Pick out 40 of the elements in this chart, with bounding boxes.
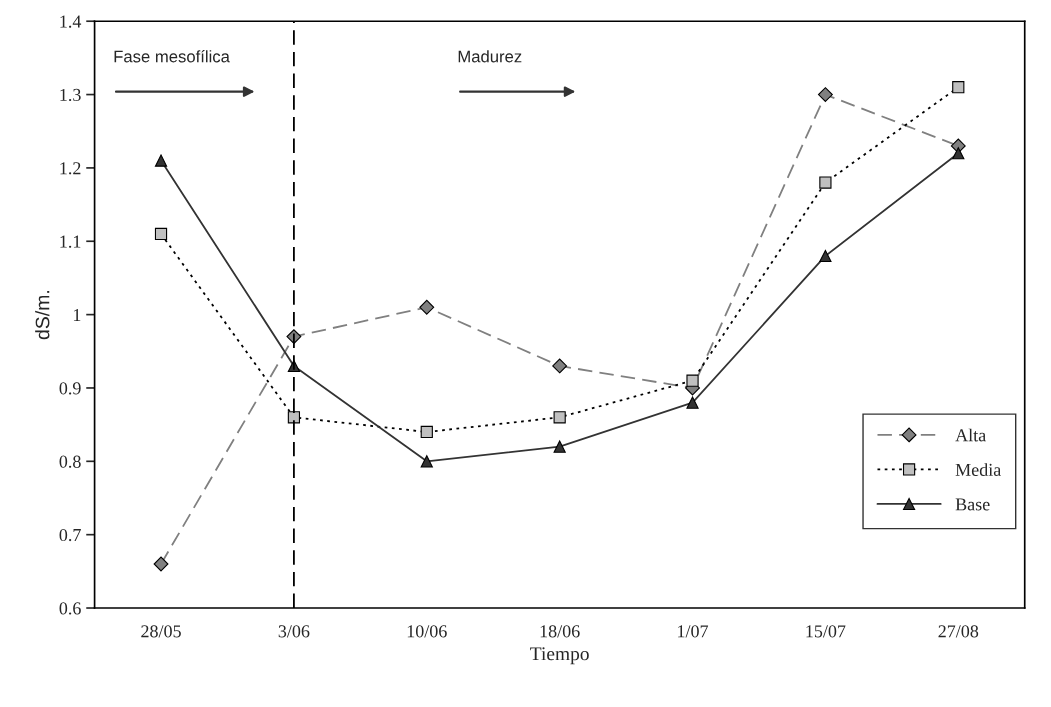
- legend-label: Base: [955, 498, 990, 511]
- point: [686, 374, 699, 387]
- y-tick-label: 1.3: [60, 88, 81, 102]
- y-tick-label: 0.6: [59, 602, 81, 615]
- point: [154, 154, 168, 167]
- legend-label: Alta: [955, 428, 986, 442]
- point: [287, 411, 301, 424]
- point: [817, 87, 833, 102]
- y-tick-label: 0.8: [59, 455, 81, 468]
- point: [819, 176, 832, 189]
- y-tick-label: 1.4: [60, 15, 82, 28]
- y-axis-title: dS/m.: [35, 291, 50, 340]
- point: [553, 440, 566, 453]
- point: [553, 411, 566, 424]
- point: [686, 396, 699, 409]
- point: [154, 227, 168, 241]
- y-tick-label: 0.9: [59, 382, 81, 395]
- x-tick-label: 18/06: [540, 625, 580, 638]
- y-tick-label: 1: [73, 308, 81, 321]
- x-tick-label: 3/06: [278, 625, 310, 638]
- y-tick-label: 1.2: [60, 162, 81, 175]
- x-tick-label: 15/07: [806, 625, 846, 638]
- point: [153, 556, 169, 572]
- point: [552, 358, 568, 374]
- y-tick-label: 0.7: [59, 528, 81, 542]
- point: [419, 299, 435, 315]
- legend-label: Media: [955, 463, 1001, 476]
- annotation: Madurez: [458, 50, 522, 63]
- point: [952, 147, 965, 160]
- x-tick-label: 27/08: [938, 625, 979, 638]
- point: [952, 81, 965, 94]
- point: [420, 425, 433, 439]
- x-axis-title: Tiempo: [530, 647, 589, 665]
- x-tick-label: 1/07: [678, 625, 709, 638]
- x-tick-label: 10/06: [407, 625, 447, 638]
- annotation: Fase mesofílica: [114, 50, 230, 63]
- point: [420, 455, 433, 468]
- point: [819, 249, 832, 263]
- y-tick-label: 1.1: [60, 235, 81, 248]
- x-tick-label: 28/05: [141, 625, 181, 638]
